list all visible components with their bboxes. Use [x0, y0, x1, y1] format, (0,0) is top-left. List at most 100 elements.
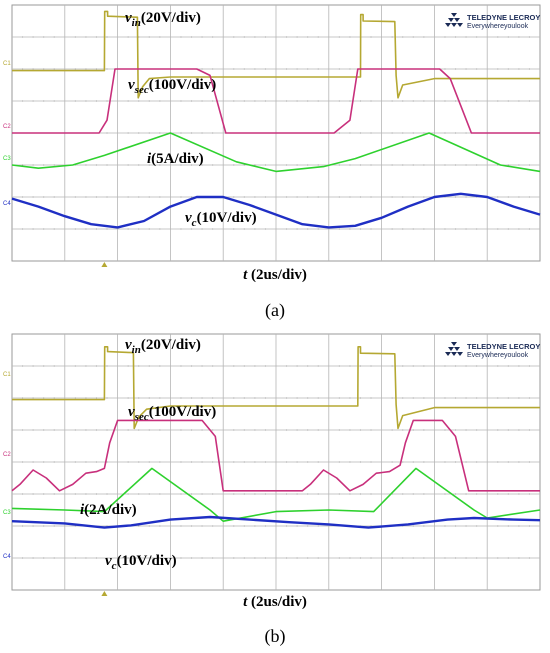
- grid-tick: [191, 100, 193, 102]
- grid-tick: [159, 196, 161, 198]
- grid-tick: [359, 132, 361, 134]
- grid-tick: [212, 365, 214, 367]
- grid-tick: [22, 4, 24, 6]
- grid-tick: [370, 164, 372, 166]
- grid-tick: [106, 461, 108, 463]
- grid-tick: [22, 557, 24, 559]
- grid-tick: [507, 4, 509, 6]
- grid-tick: [32, 397, 34, 399]
- grid-tick: [349, 461, 351, 463]
- grid-tick: [391, 4, 393, 6]
- grid-tick: [53, 525, 55, 527]
- grid-tick: [43, 228, 45, 230]
- grid-tick: [455, 461, 457, 463]
- grid-tick: [338, 397, 340, 399]
- grid-tick: [180, 4, 182, 6]
- grid-tick: [201, 333, 203, 335]
- grid-tick: [391, 493, 393, 495]
- grid-tick: [370, 429, 372, 431]
- grid-tick: [444, 493, 446, 495]
- grid-tick: [201, 228, 203, 230]
- grid-tick: [148, 100, 150, 102]
- grid-tick: [180, 461, 182, 463]
- caption-b: (b): [264, 626, 286, 646]
- grid-tick: [264, 461, 266, 463]
- label-v-in: vin(20V/div): [125, 337, 201, 356]
- grid-tick: [296, 36, 298, 38]
- grid-tick: [402, 397, 404, 399]
- grid-tick: [444, 36, 446, 38]
- grid-tick: [423, 100, 425, 102]
- grid-tick: [127, 228, 129, 230]
- grid-tick: [465, 36, 467, 38]
- grid-tick: [359, 228, 361, 230]
- grid-tick: [43, 397, 45, 399]
- logo-triangle: [454, 18, 460, 22]
- grid-tick: [296, 589, 298, 591]
- grid-tick: [264, 525, 266, 527]
- grid-tick: [359, 4, 361, 6]
- label-var: v: [105, 553, 112, 569]
- grid-tick: [32, 260, 34, 262]
- grid-tick: [138, 260, 140, 262]
- label-var: i: [147, 151, 152, 167]
- trigger-marker: [101, 262, 108, 267]
- grid-tick: [370, 36, 372, 38]
- grid-tick: [32, 68, 34, 70]
- grid-tick: [465, 429, 467, 431]
- grid-tick: [201, 589, 203, 591]
- grid-tick: [307, 260, 309, 262]
- grid-tick: [148, 557, 150, 559]
- grid-tick: [286, 365, 288, 367]
- grid-tick: [254, 397, 256, 399]
- grid-tick: [423, 333, 425, 335]
- grid-tick: [180, 132, 182, 134]
- grid-tick: [307, 228, 309, 230]
- grid-tick: [391, 100, 393, 102]
- grid-tick: [32, 493, 34, 495]
- grid-tick: [74, 461, 76, 463]
- grid-tick: [370, 557, 372, 559]
- grid-tick: [391, 164, 393, 166]
- grid-tick: [159, 429, 161, 431]
- grid-tick: [254, 557, 256, 559]
- label-sub: sec: [134, 84, 149, 96]
- grid-tick: [349, 68, 351, 70]
- grid-tick: [85, 333, 87, 335]
- grid-tick: [233, 100, 235, 102]
- grid-tick: [507, 365, 509, 367]
- grid-tick: [349, 132, 351, 134]
- grid-tick: [370, 196, 372, 198]
- grid-tick: [43, 493, 45, 495]
- grid-tick: [85, 429, 87, 431]
- grid-tick: [106, 557, 108, 559]
- grid-tick: [412, 260, 414, 262]
- logo-triangle: [451, 342, 457, 346]
- grid-tick: [507, 100, 509, 102]
- grid-tick: [191, 429, 193, 431]
- grid-tick: [476, 589, 478, 591]
- grid-tick: [243, 260, 245, 262]
- grid-tick: [243, 557, 245, 559]
- grid-tick: [370, 100, 372, 102]
- grid-tick: [476, 525, 478, 527]
- grid-tick: [307, 333, 309, 335]
- label-v-c: vc(10V/div): [105, 553, 177, 572]
- grid-tick: [138, 4, 140, 6]
- brand-tagline: Everywhereyoulook: [467, 352, 529, 359]
- grid-tick: [212, 68, 214, 70]
- grid-tick: [191, 132, 193, 134]
- grid-tick: [286, 164, 288, 166]
- label-v-sec: vsec(100V/div): [128, 77, 216, 96]
- grid-tick: [212, 36, 214, 38]
- grid-tick: [307, 4, 309, 6]
- grid-tick: [528, 461, 530, 463]
- grid-tick: [159, 132, 161, 134]
- grid-tick: [518, 4, 520, 6]
- grid-tick: [95, 260, 97, 262]
- grid-tick: [201, 132, 203, 134]
- grid-tick: [465, 461, 467, 463]
- grid-tick: [507, 196, 509, 198]
- grid-tick: [148, 228, 150, 230]
- grid-tick: [402, 36, 404, 38]
